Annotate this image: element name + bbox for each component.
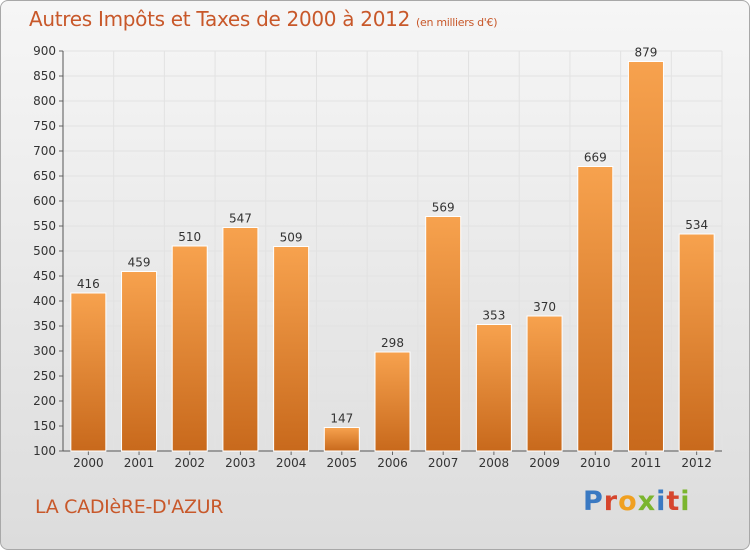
bar xyxy=(526,315,563,452)
bar-value-label: 569 xyxy=(432,201,455,215)
x-tick-label: 2000 xyxy=(73,456,104,470)
y-tick-label: 700 xyxy=(33,144,56,158)
x-tick-label: 2006 xyxy=(377,456,408,470)
label-layer: 416 459 510 547 509 147 298 569 353 370 669 879 534 xyxy=(77,46,708,426)
bar xyxy=(70,292,107,452)
bar xyxy=(273,246,310,452)
bar xyxy=(323,427,360,452)
y-tick-label: 250 xyxy=(33,369,56,383)
y-tick-label: 900 xyxy=(33,44,56,58)
y-tick-label: 300 xyxy=(33,344,56,358)
logo-letter: t xyxy=(666,486,681,517)
proxiti-logo[interactable]: Proxiti xyxy=(583,486,691,524)
bar xyxy=(475,324,512,452)
bar xyxy=(121,271,158,452)
x-tick-label: 2003 xyxy=(225,456,256,470)
logo-letter: o xyxy=(618,486,638,517)
logo-letter: P xyxy=(583,486,604,517)
y-tick-label: 450 xyxy=(33,269,56,283)
y-tick-label: 550 xyxy=(33,219,56,233)
logo-letter: r xyxy=(603,486,619,517)
y-tick-label: 100 xyxy=(33,444,56,458)
bar-value-label: 416 xyxy=(77,277,100,291)
x-tick-label: 2004 xyxy=(276,456,307,470)
logo-letter: i xyxy=(656,486,667,517)
bar-value-label: 534 xyxy=(685,218,708,232)
y-tick-label: 350 xyxy=(33,319,56,333)
bar-value-label: 147 xyxy=(330,412,353,426)
y-tick-label: 200 xyxy=(33,394,56,408)
bar-value-label: 879 xyxy=(635,46,658,60)
chart-title: Autres Impôts et Taxes de 2000 à 2012 (en… xyxy=(29,7,497,31)
bar-value-label: 459 xyxy=(128,256,151,270)
bar-value-label: 510 xyxy=(178,230,201,244)
x-tick-label: 2007 xyxy=(428,456,459,470)
x-tick-label: 2001 xyxy=(124,456,155,470)
y-tick-label: 400 xyxy=(33,294,56,308)
y-tick-label: 750 xyxy=(33,119,56,133)
y-tick-label: 800 xyxy=(33,94,56,108)
logo-letter: x xyxy=(637,486,657,517)
bar-value-label: 298 xyxy=(381,336,404,350)
bar xyxy=(374,351,411,452)
bar xyxy=(577,166,614,452)
bar-value-label: 509 xyxy=(280,231,303,245)
x-tick-label: 2009 xyxy=(529,456,560,470)
x-tick-label: 2010 xyxy=(580,456,611,470)
bar-value-label: 353 xyxy=(482,309,505,323)
axis-layer: 100 150 200 250 300 350 400 450 500 550 600 650 700 7… xyxy=(33,44,722,470)
y-tick-label: 150 xyxy=(33,419,56,433)
y-tick-label: 650 xyxy=(33,169,56,183)
city-name: LA CADIèRE-D'AZUR xyxy=(35,496,224,518)
y-tick-label: 600 xyxy=(33,194,56,208)
bar-value-label: 669 xyxy=(584,151,607,165)
bar xyxy=(627,61,664,452)
bar xyxy=(678,233,715,452)
chart-unit: (en milliers d'€) xyxy=(416,16,498,29)
y-tick-label: 500 xyxy=(33,244,56,258)
bar-value-label: 370 xyxy=(533,300,556,314)
logo-letter: i xyxy=(680,486,691,517)
y-tick-label: 850 xyxy=(33,69,56,83)
x-tick-label: 2011 xyxy=(631,456,662,470)
x-tick-label: 2008 xyxy=(479,456,510,470)
bar-layer xyxy=(70,61,715,452)
chart-title-text: Autres Impôts et Taxes de 2000 à 2012 xyxy=(29,7,410,31)
bar xyxy=(222,227,259,452)
bar xyxy=(171,245,208,452)
x-tick-label: 2002 xyxy=(174,456,205,470)
x-tick-label: 2012 xyxy=(681,456,712,470)
bar xyxy=(425,216,462,452)
bar-value-label: 547 xyxy=(229,212,252,226)
x-tick-label: 2005 xyxy=(327,456,358,470)
